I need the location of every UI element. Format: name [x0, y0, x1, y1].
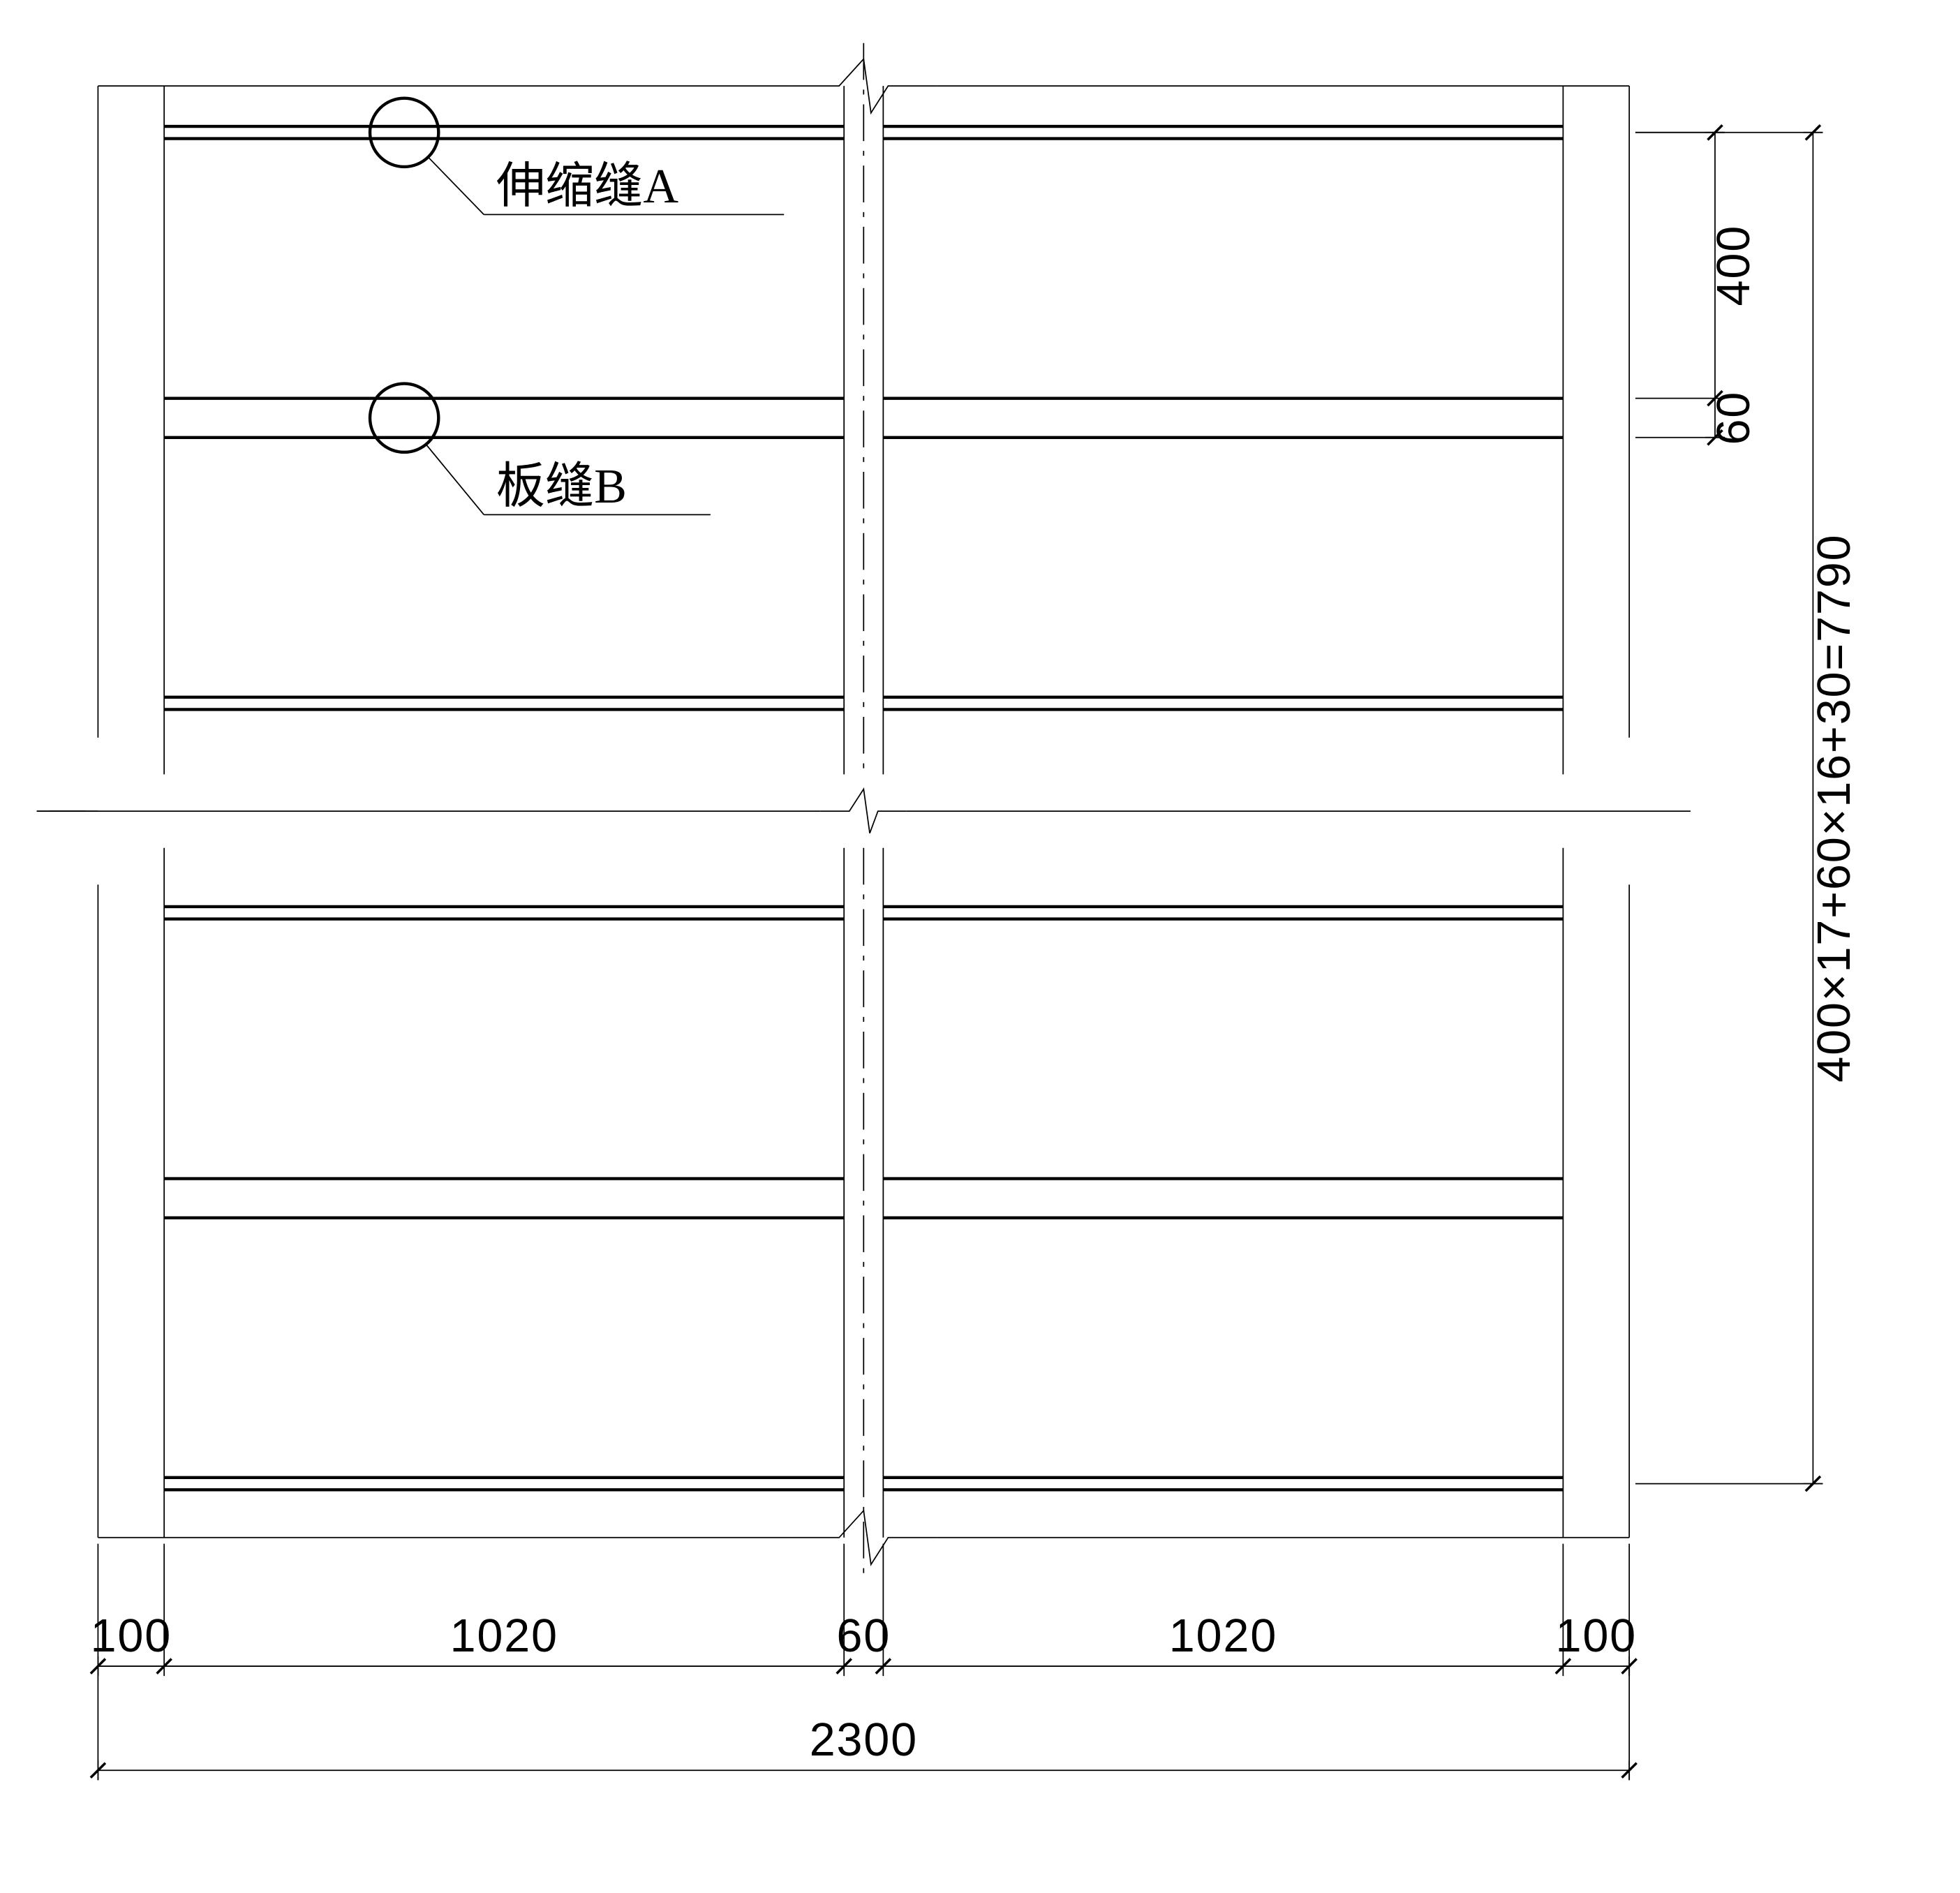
svg-text:1020: 1020 — [450, 1610, 558, 1662]
svg-text:板缝B: 板缝B — [496, 459, 627, 514]
svg-text:100: 100 — [91, 1610, 172, 1662]
svg-text:100: 100 — [1555, 1610, 1637, 1662]
svg-text:1020: 1020 — [1169, 1610, 1277, 1662]
svg-text:2300: 2300 — [810, 1714, 918, 1766]
svg-text:60: 60 — [1708, 391, 1760, 445]
svg-text:伸缩缝A: 伸缩缝A — [496, 159, 679, 214]
svg-text:400: 400 — [1708, 225, 1760, 306]
svg-text:60: 60 — [836, 1610, 891, 1662]
svg-text:400×17+60×16+30=7790: 400×17+60×16+30=7790 — [1809, 534, 1860, 1083]
